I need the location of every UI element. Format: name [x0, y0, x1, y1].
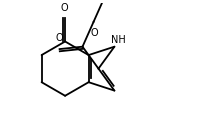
Text: O: O: [91, 28, 98, 38]
Text: NH: NH: [111, 35, 126, 45]
Text: O: O: [56, 33, 63, 43]
Text: O: O: [60, 3, 68, 13]
